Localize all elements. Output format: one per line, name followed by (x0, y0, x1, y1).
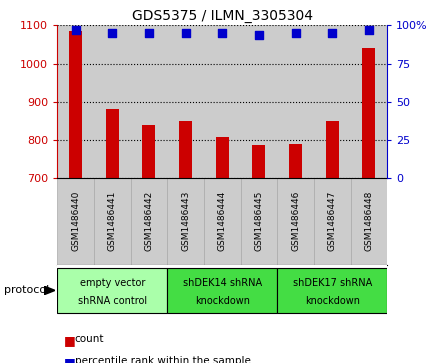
Point (219, 30, 226, 36)
Text: shDEK17 shRNA: shDEK17 shRNA (293, 278, 372, 288)
Text: count: count (75, 334, 104, 344)
Text: knockdown: knockdown (305, 295, 360, 306)
FancyBboxPatch shape (167, 268, 277, 313)
Text: empty vector: empty vector (80, 278, 145, 288)
Point (292, 30, 299, 36)
Text: percentile rank within the sample: percentile rank within the sample (75, 356, 251, 363)
Bar (314, 25, 351, 178)
FancyBboxPatch shape (57, 178, 94, 265)
FancyBboxPatch shape (167, 178, 204, 265)
Bar (143, 125, 155, 178)
Bar (326, 122, 339, 178)
Bar (289, 143, 302, 178)
Text: GSM1486444: GSM1486444 (218, 191, 227, 251)
Bar (204, 25, 241, 178)
Point (182, 30, 189, 36)
Text: GSM1486442: GSM1486442 (144, 191, 154, 251)
Text: protocol: protocol (4, 285, 50, 295)
Text: GSM1486448: GSM1486448 (364, 191, 374, 251)
Bar (131, 25, 167, 178)
FancyBboxPatch shape (241, 178, 277, 265)
Bar (253, 146, 265, 178)
Text: GSM1486443: GSM1486443 (181, 191, 190, 251)
FancyBboxPatch shape (204, 178, 241, 265)
Text: shDEK14 shRNA: shDEK14 shRNA (183, 278, 262, 288)
Bar (277, 25, 314, 178)
Bar (94, 25, 131, 178)
Text: ■: ■ (64, 356, 76, 363)
FancyBboxPatch shape (314, 178, 351, 265)
Bar (167, 25, 204, 178)
Point (145, 30, 152, 36)
Bar (351, 25, 387, 178)
FancyBboxPatch shape (57, 268, 167, 313)
Point (72, 27, 79, 33)
Polygon shape (44, 286, 55, 295)
Text: shRNA control: shRNA control (77, 295, 147, 306)
Text: knockdown: knockdown (195, 295, 250, 306)
FancyBboxPatch shape (277, 268, 387, 313)
FancyBboxPatch shape (351, 178, 387, 265)
Bar (69, 31, 82, 178)
Text: GSM1486440: GSM1486440 (71, 191, 80, 251)
Point (329, 30, 336, 36)
Text: GSM1486446: GSM1486446 (291, 191, 300, 251)
FancyBboxPatch shape (131, 178, 167, 265)
Text: GSM1486445: GSM1486445 (254, 191, 264, 251)
Point (109, 30, 116, 36)
Text: ■: ■ (64, 334, 76, 347)
Bar (216, 137, 229, 178)
Bar (57, 25, 94, 178)
FancyBboxPatch shape (277, 178, 314, 265)
Bar (179, 122, 192, 178)
Bar (241, 25, 277, 178)
Point (365, 27, 372, 33)
Text: GSM1486441: GSM1486441 (108, 191, 117, 251)
Text: GSM1486447: GSM1486447 (328, 191, 337, 251)
Bar (106, 109, 119, 178)
Bar (363, 48, 375, 178)
FancyBboxPatch shape (94, 178, 131, 265)
Point (255, 32, 262, 37)
Title: GDS5375 / ILMN_3305304: GDS5375 / ILMN_3305304 (132, 9, 313, 23)
